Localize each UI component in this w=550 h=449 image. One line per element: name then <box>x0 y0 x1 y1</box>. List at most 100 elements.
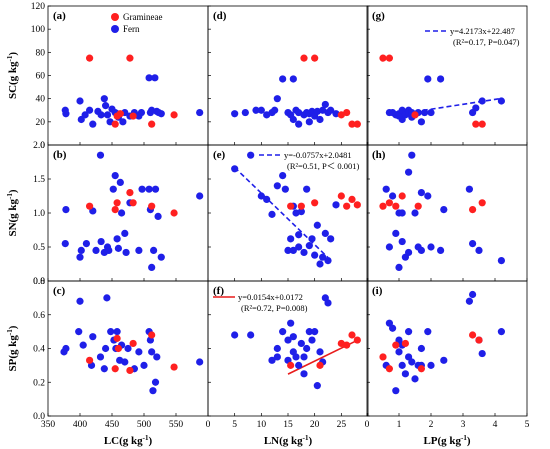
fern-point <box>105 246 113 254</box>
gramineae-point <box>385 365 393 373</box>
fern-point <box>287 235 295 243</box>
fern-point <box>103 111 112 119</box>
x-tick-label: 15 <box>283 420 293 430</box>
x-tick-label: 25 <box>337 420 347 430</box>
fern-point <box>398 237 406 246</box>
fern-point <box>116 178 124 186</box>
fern-point <box>398 361 406 369</box>
x-tick-label: 2 <box>429 420 434 430</box>
panel-h: (h) <box>366 144 528 282</box>
fern-point <box>137 108 146 117</box>
panel-label: (e) <box>213 149 226 161</box>
panel-label: (f) <box>213 285 224 297</box>
fern-point <box>119 118 127 126</box>
fern-point <box>271 106 279 114</box>
x-axis-label-lc: LC(g kg-1) <box>104 434 153 447</box>
fern-point <box>151 378 160 386</box>
fern-point <box>140 361 148 369</box>
y-tick-label: 0.5 <box>33 243 45 253</box>
fern-point <box>395 112 403 120</box>
gramineae-point <box>287 361 295 369</box>
fern-point <box>300 353 308 361</box>
fern-point <box>389 108 397 117</box>
fern-point <box>118 209 126 217</box>
x-tick-label: 500 <box>137 420 152 430</box>
fern-point <box>440 206 448 214</box>
fern-point <box>395 348 403 356</box>
fern-point <box>154 212 162 220</box>
fern-point <box>75 328 83 336</box>
fern-point <box>316 115 324 124</box>
fern-point <box>257 106 265 114</box>
fern-point <box>300 248 308 257</box>
panel-a: 0 20 40 60 80 100 120 (a) <box>31 2 209 151</box>
gramineae-point <box>126 189 134 197</box>
gramineae-point <box>417 365 425 373</box>
fern-point <box>437 246 445 254</box>
fern-point <box>305 242 313 250</box>
fern-point <box>332 201 340 209</box>
fern-point <box>303 185 311 193</box>
y-tick-label: 0.8 <box>33 277 45 287</box>
fern-point <box>401 370 409 378</box>
gramineae-point <box>353 120 361 128</box>
fern-point <box>465 297 473 305</box>
legend: Gramineae Fern <box>111 12 162 34</box>
fern-point <box>77 246 85 254</box>
fern-point <box>96 353 105 361</box>
fit-annotation-e: y=-0.0757x+2.0481(R²=0.51, P＜ 0.001) <box>259 150 359 171</box>
gramineae-point <box>472 120 480 128</box>
fern-point <box>295 231 303 239</box>
fern-point <box>311 251 319 259</box>
gramineae-point <box>348 195 356 203</box>
fern-point <box>284 246 292 254</box>
fit-equation: y=0.0154x+0.0172 <box>238 292 303 302</box>
x-tick-label: 550 <box>169 420 184 430</box>
fern-point <box>86 106 94 114</box>
fern-point <box>497 257 505 265</box>
fern-point <box>263 195 271 203</box>
fern-point <box>316 260 324 268</box>
fern-point <box>196 192 204 200</box>
fern-point <box>62 344 70 353</box>
fit-stats: (R²=0.51, P＜ 0.001) <box>287 161 359 171</box>
fern-point <box>263 111 271 119</box>
gramineae-point <box>129 339 137 348</box>
fern-point <box>97 237 105 246</box>
fern-point <box>295 361 303 369</box>
fern-point <box>385 243 393 251</box>
fern-point <box>295 243 303 251</box>
fern-point <box>149 387 157 395</box>
fern-point <box>408 151 416 159</box>
fern-point <box>303 344 311 353</box>
fern-point <box>148 348 156 356</box>
fern-point <box>273 353 281 361</box>
gramineae-point <box>111 365 119 373</box>
fern-point <box>279 75 287 83</box>
fern-point <box>102 344 110 353</box>
fern-point <box>138 185 146 193</box>
fern-point <box>408 358 416 366</box>
x-tick-label: 350 <box>41 420 56 430</box>
fern-point <box>61 240 69 248</box>
fern-point <box>231 165 239 173</box>
gramineae-point <box>170 209 178 217</box>
fern-point <box>289 75 297 83</box>
fern-point <box>324 257 332 265</box>
gramineae-point <box>343 341 351 349</box>
gramineae-point <box>353 201 361 209</box>
y-tick-label: 20 <box>36 118 46 128</box>
fit-line-fern <box>234 166 329 259</box>
fern-point <box>417 246 425 254</box>
fern-point <box>89 120 97 128</box>
fern-point <box>196 108 204 117</box>
fern-point <box>252 106 260 114</box>
fern-point <box>316 348 324 356</box>
fern-point <box>273 95 281 103</box>
fern-point <box>437 75 445 83</box>
gramineae-point <box>475 336 483 344</box>
gramineae-point <box>170 363 178 371</box>
x-tick-label: 0 <box>206 420 211 430</box>
fern-point <box>417 118 425 126</box>
